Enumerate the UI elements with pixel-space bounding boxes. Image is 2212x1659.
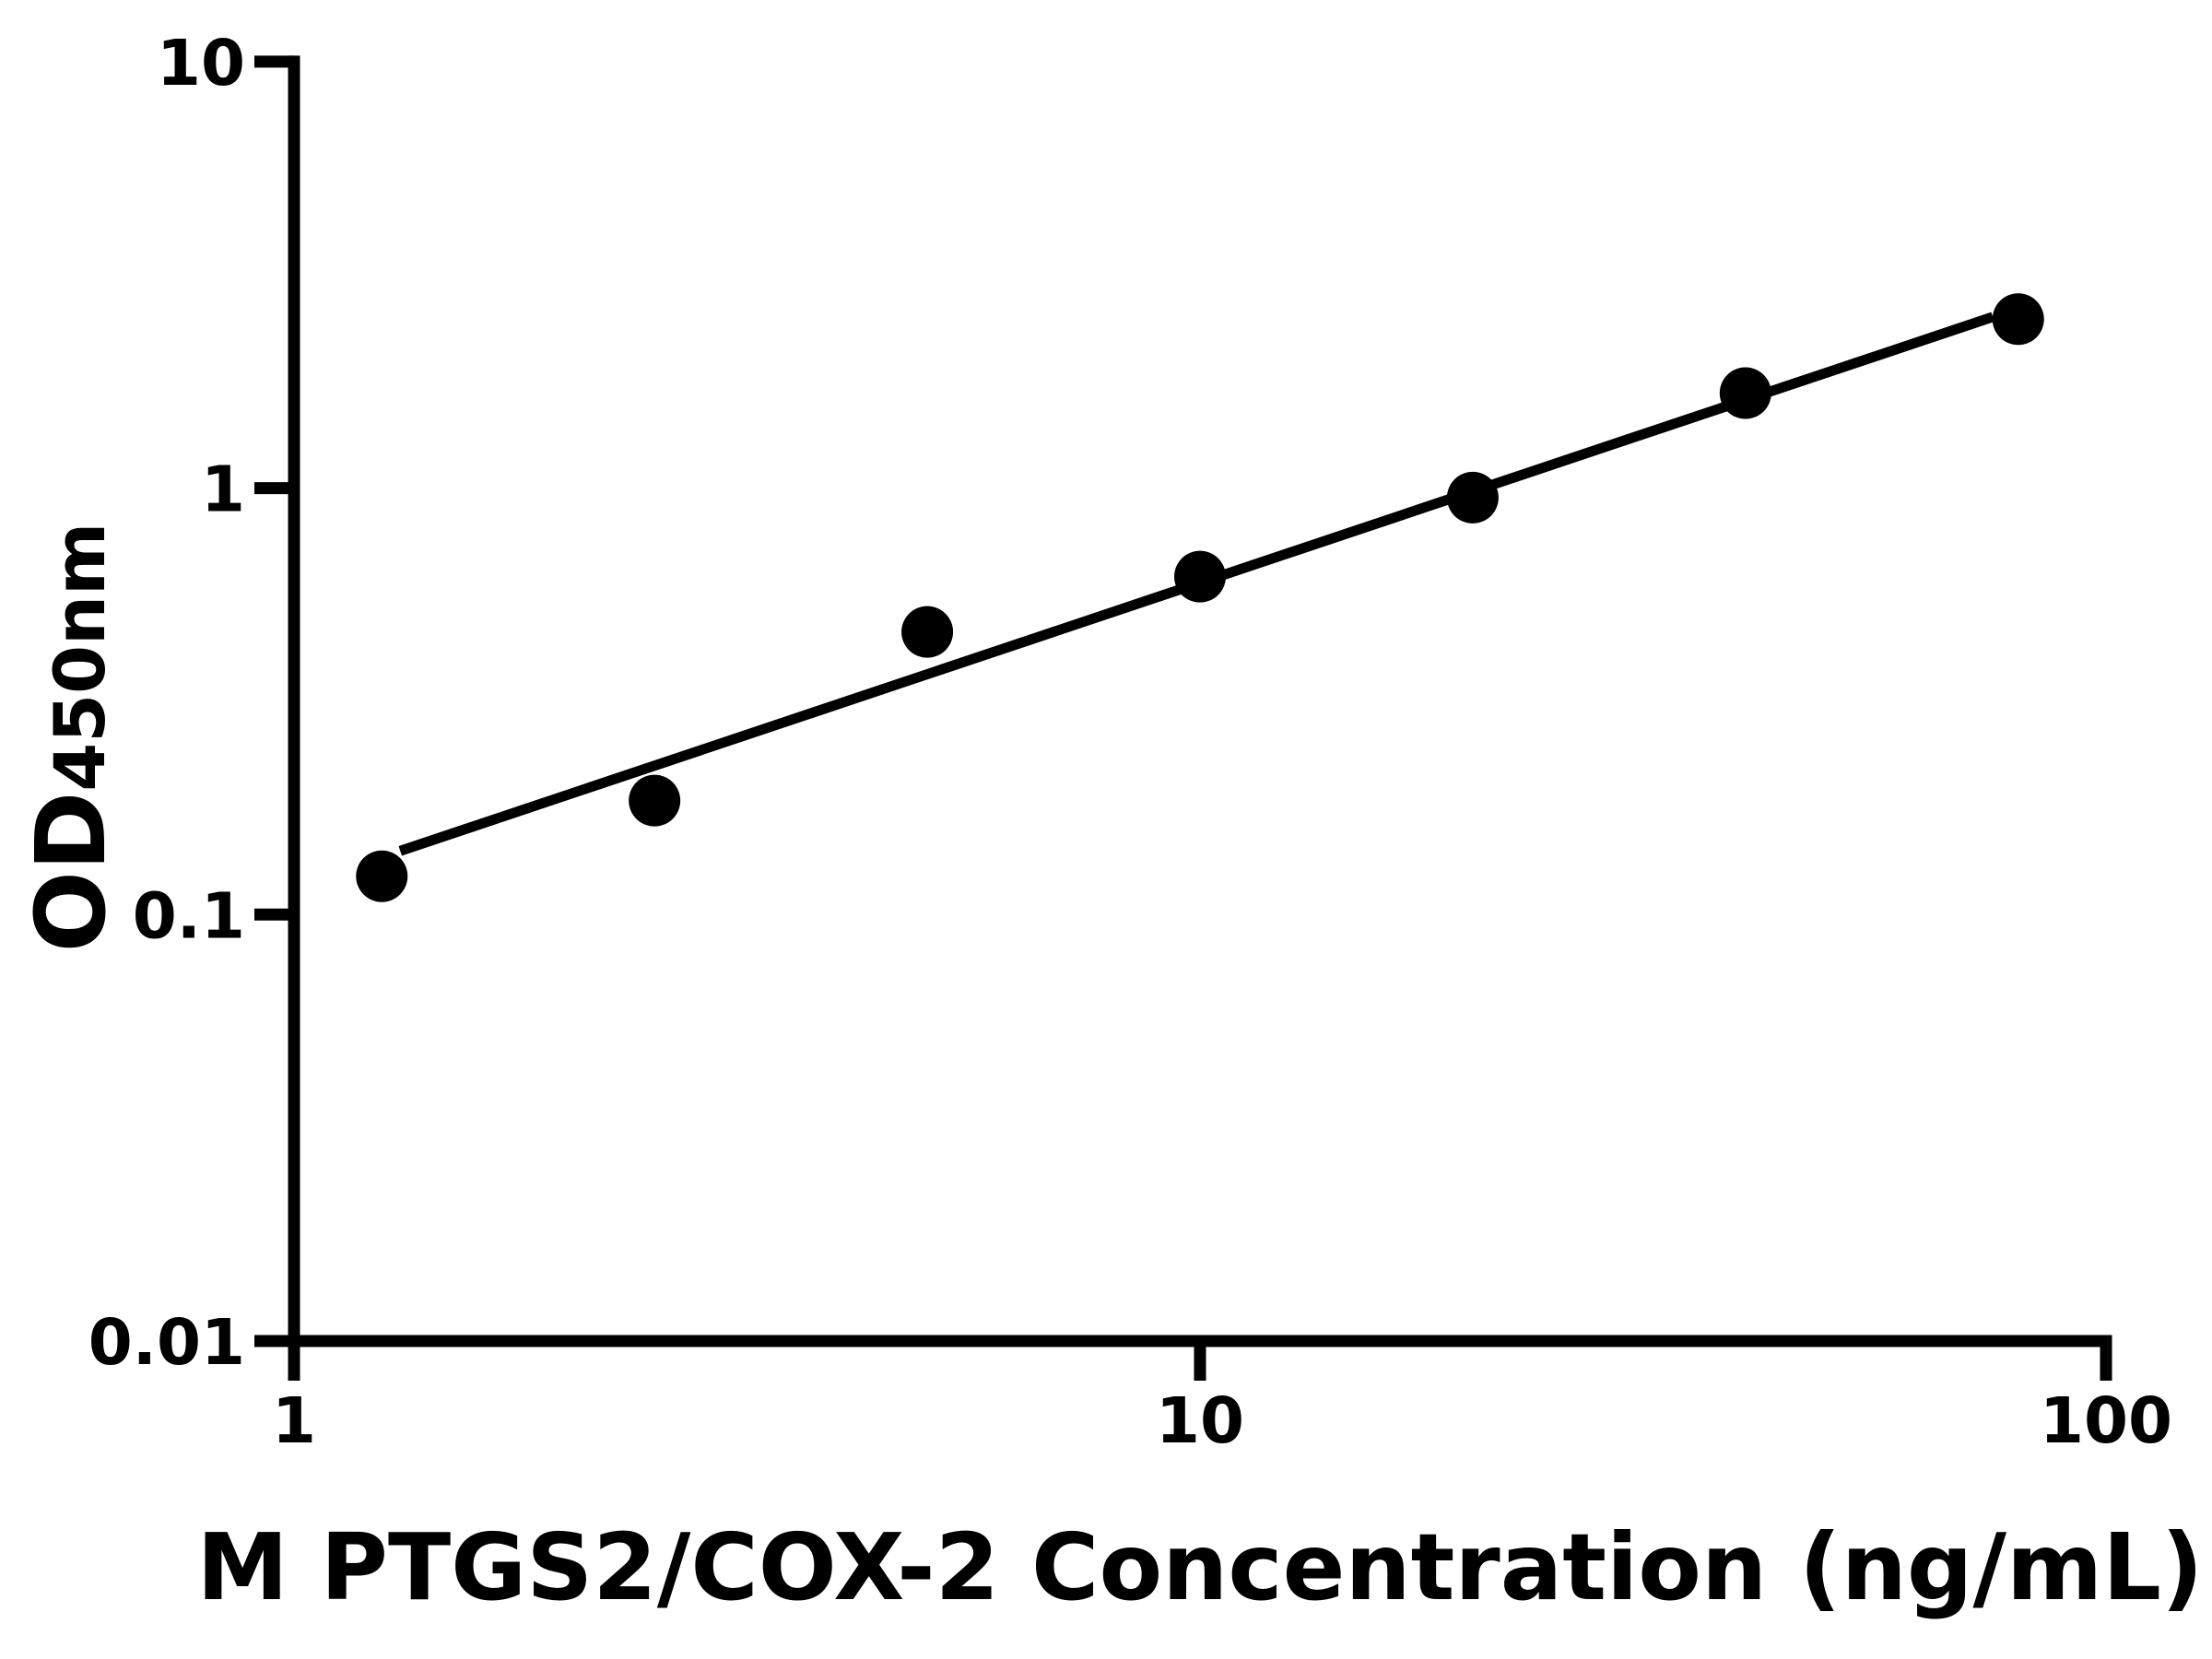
x-tick-label: 100 [2040, 1384, 2172, 1458]
y-tick-label: 0.1 [133, 879, 245, 953]
data-point [901, 606, 954, 658]
data-point [1719, 367, 1771, 419]
data-points [356, 293, 2044, 902]
data-point [1446, 471, 1499, 524]
y-axis-title: OD450nm [15, 523, 127, 953]
y-tick-label: 1 [201, 453, 245, 527]
axes [288, 55, 2112, 1347]
y-tick-label: 0.01 [88, 1306, 245, 1380]
data-point [1992, 293, 2044, 346]
x-axis-title: M PTGS2/COX-2 Concentration (ng/mL) [196, 1513, 2203, 1621]
y-axis-ticks: 0.01 0.1 1 10 [88, 27, 294, 1380]
x-tick-label: 1 [272, 1384, 316, 1458]
y-tick-label: 10 [157, 27, 245, 100]
data-point [629, 774, 681, 827]
data-point [1174, 550, 1226, 603]
y-axis-title-subscript: 450nm [39, 523, 121, 792]
data-point [356, 850, 408, 902]
y-axis-title-main: OD [15, 792, 127, 953]
x-tick-label: 10 [1156, 1384, 1244, 1458]
x-axis-ticks: 1 10 100 [272, 1341, 2172, 1458]
